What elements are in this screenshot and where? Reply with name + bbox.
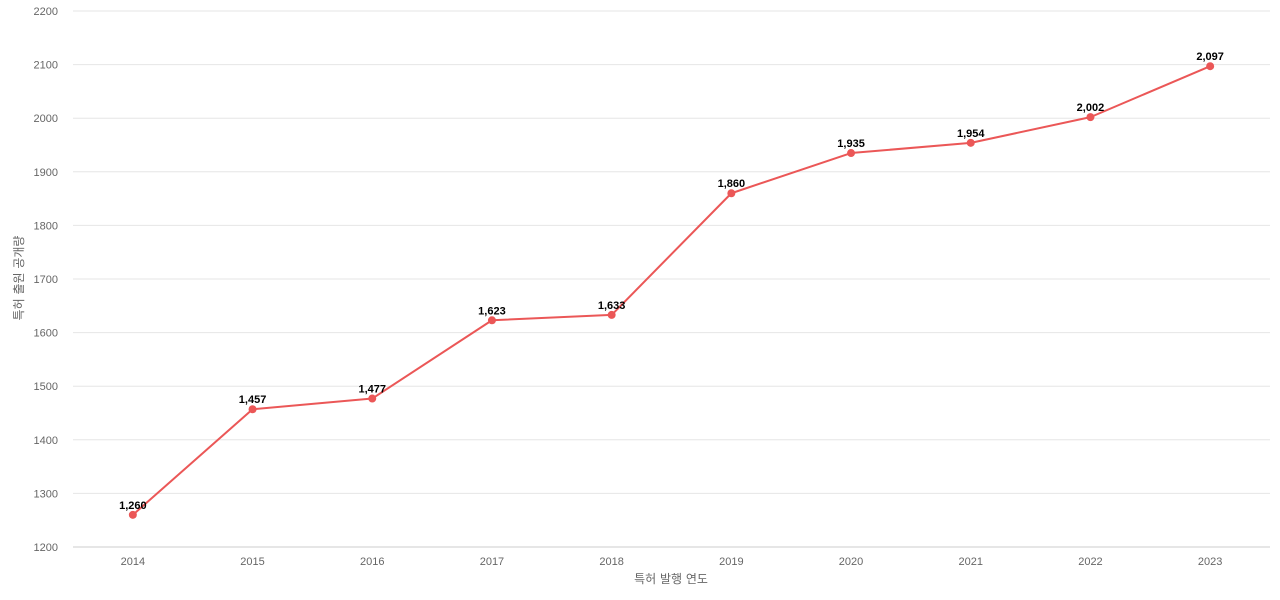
y-tick-label: 1800: [34, 220, 58, 232]
y-tick-label: 1400: [34, 435, 58, 447]
y-tick-label: 1600: [34, 328, 58, 340]
data-point: [607, 310, 616, 319]
data-point: [487, 316, 496, 325]
data-label: 1,954: [957, 128, 985, 140]
y-tick-label: 1700: [34, 274, 58, 286]
data-point: [368, 394, 377, 403]
x-tick-label: 2017: [480, 556, 504, 568]
data-point: [248, 405, 257, 414]
data-label: 1,260: [119, 500, 147, 512]
data-label: 2,097: [1196, 51, 1224, 63]
data-label: 2,002: [1077, 102, 1105, 114]
x-axis-ticks: 2014 2015 2016 2017 2018 2019 2020 2021 2022 2023: [121, 556, 1223, 568]
y-tick-label: 1300: [34, 488, 58, 500]
data-label: 1,935: [837, 138, 865, 150]
y-tick-label: 2200: [34, 6, 58, 18]
x-tick-label: 2016: [360, 556, 384, 568]
y-tick-label: 2100: [34, 60, 58, 72]
data-point: [847, 149, 856, 158]
data-labels: 1,260 1,457 1,477 1,623 1,633 1,860 1,935 1,954…: [119, 51, 1224, 512]
y-axis-title: 특허 출원 공개량: [12, 236, 26, 321]
x-tick-label: 2021: [959, 556, 983, 568]
x-tick-label: 2020: [839, 556, 863, 568]
series-layer: [128, 62, 1215, 519]
data-label: 1,860: [718, 178, 746, 190]
y-axis-ticks: 1200 1300 1400 1500 1600 1700 1800 1900 2000 2100…: [34, 6, 58, 554]
data-point: [966, 138, 975, 147]
grid-lines: [73, 10, 1270, 494]
x-tick-label: 2018: [599, 556, 623, 568]
x-tick-label: 2023: [1198, 556, 1222, 568]
data-label: 1,633: [598, 300, 626, 312]
data-point: [1086, 113, 1095, 122]
x-axis-title: 특허 발행 연도: [634, 571, 708, 586]
data-label: 1,477: [358, 384, 386, 396]
y-tick-label: 1500: [34, 381, 58, 393]
x-tick-label: 2022: [1078, 556, 1102, 568]
y-tick-label: 1900: [34, 167, 58, 179]
data-point: [128, 510, 137, 519]
x-tick-label: 2014: [121, 556, 145, 568]
data-point: [1206, 62, 1215, 71]
y-tick-label: 1200: [34, 542, 58, 554]
y-tick-label: 2000: [34, 113, 58, 125]
x-tick-label: 2019: [719, 556, 743, 568]
series-line: [132, 65, 1211, 516]
x-tick-label: 2015: [240, 556, 264, 568]
data-point: [727, 189, 736, 198]
data-label: 1,457: [239, 394, 267, 406]
data-label: 1,623: [478, 305, 506, 317]
